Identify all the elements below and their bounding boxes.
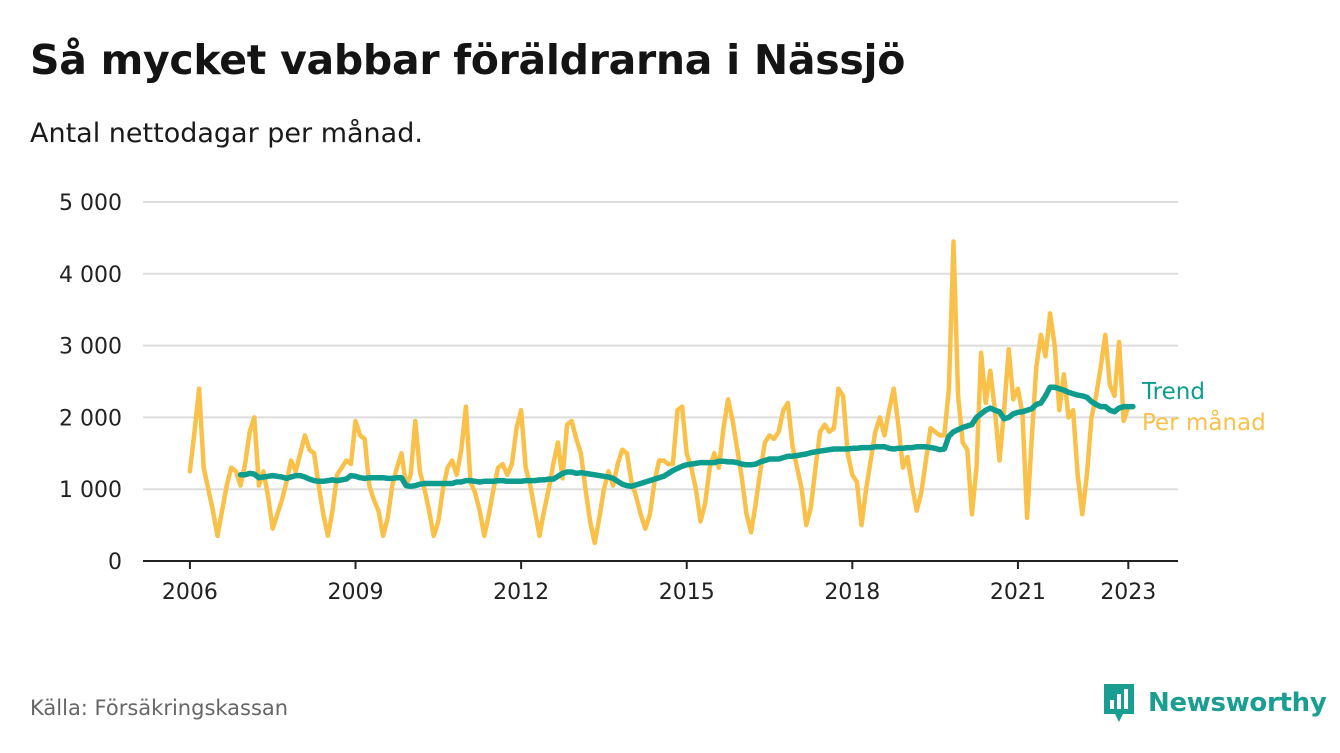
- y-axis-tick-labels: 0 1 000 2 000 3 000 4 000 5 000: [59, 191, 122, 575]
- chart-subtitle: Antal nettodagar per månad.: [30, 118, 423, 149]
- y-tick-label: 4 000: [59, 263, 122, 288]
- y-tick-label: 1 000: [59, 478, 122, 503]
- x-tick-label: 2023: [1100, 580, 1156, 605]
- series-line-trend: [237, 384, 1136, 490]
- y-tick-label: 2 000: [59, 406, 122, 431]
- x-tick-label: 2018: [824, 580, 880, 605]
- x-tick-label: 2012: [493, 580, 549, 605]
- chart-title: Så mycket vabbar föräldrarna i Nässjö: [30, 36, 906, 84]
- x-tick-label: 2006: [162, 580, 218, 605]
- y-tick-label: 3 000: [59, 335, 122, 360]
- y-tick-label: 0: [108, 550, 122, 575]
- legend-label-per-month: Per månad: [1142, 408, 1266, 436]
- chart-series: [187, 239, 1136, 546]
- brand-name: Newsworthy: [1148, 688, 1327, 718]
- source-note: Källa: Försäkringskassan: [30, 696, 289, 720]
- newsworthy-bar-chart-icon: [1104, 684, 1134, 722]
- x-axis: 2006 2009 2012 2015 2018 2021 2023: [143, 560, 1178, 605]
- y-tick-label: 5 000: [59, 191, 122, 216]
- series-line-per-month: [187, 239, 1131, 546]
- brand-logo[interactable]: Newsworthy: [1102, 682, 1327, 724]
- x-tick-label: 2021: [990, 580, 1046, 605]
- x-tick-label: 2015: [659, 580, 715, 605]
- x-tick-label: 2009: [328, 580, 384, 605]
- legend: Per månad Trend: [1141, 379, 1266, 436]
- legend-label-trend: Trend: [1141, 379, 1205, 405]
